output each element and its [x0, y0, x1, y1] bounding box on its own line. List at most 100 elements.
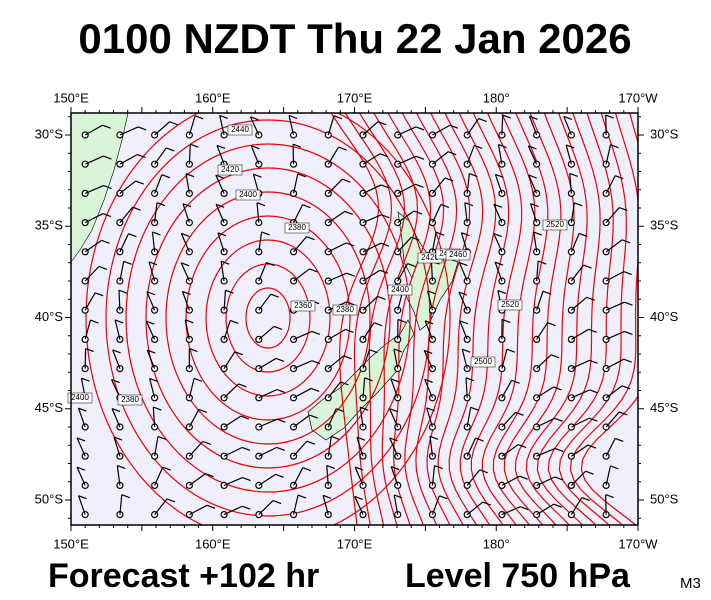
barb-flag: [219, 114, 228, 120]
barb-staff: [76, 437, 86, 457]
barb-staff: [154, 436, 159, 457]
barb-staff: [116, 465, 121, 486]
barb-staff: [570, 470, 586, 486]
barb-flag: [276, 446, 285, 451]
barb-flag: [102, 124, 111, 129]
barb-staff: [397, 155, 417, 165]
barb-staff: [223, 383, 239, 399]
contour-label: 2500: [474, 357, 492, 366]
barb-flag: [497, 290, 507, 295]
barb-flag: [118, 289, 128, 294]
barb-staff: [389, 408, 399, 428]
barb-flag: [610, 465, 619, 470]
barb-flag: [190, 143, 199, 148]
barb-flag: [356, 436, 366, 441]
barb-staff: [292, 144, 295, 165]
barb-staff: [258, 446, 278, 457]
barb-staff: [145, 320, 156, 340]
barb-flag: [242, 505, 251, 510]
barb-flag: [270, 293, 280, 298]
barb-staff: [188, 144, 191, 165]
barb-staff: [84, 212, 104, 224]
barb-staff: [431, 465, 436, 486]
barb-staff: [84, 184, 104, 194]
barb-staff: [152, 407, 156, 428]
barb-staff: [605, 385, 623, 399]
barb-staff: [605, 358, 625, 370]
barb-staff: [605, 271, 625, 282]
contour: [185, 215, 351, 421]
barb-staff: [84, 266, 100, 282]
barb-flag: [137, 126, 147, 131]
barb-flag: [238, 383, 247, 388]
barb-flag: [306, 440, 316, 445]
barb-staff: [493, 204, 503, 223]
barb-staff: [146, 349, 156, 369]
barb-staff: [119, 233, 130, 253]
barb-flag: [623, 271, 632, 276]
contour-label: 2400: [71, 393, 89, 402]
contour-label-box: [290, 300, 316, 312]
barb-flag: [381, 214, 390, 219]
barb-staff: [154, 202, 158, 223]
barb-flag: [474, 144, 483, 150]
barb-staff: [536, 503, 555, 516]
barb-flag: [234, 351, 244, 356]
barb-staff: [77, 407, 86, 428]
barb-staff: [293, 330, 313, 340]
barb-staff: [146, 291, 156, 311]
barb-flag: [528, 174, 537, 179]
contour: [145, 167, 391, 469]
barb-flag: [148, 261, 158, 266]
lat-label-left: 30°S: [35, 126, 64, 141]
lat-label-left: 50°S: [35, 491, 64, 506]
barb-flag: [90, 319, 99, 324]
barb-flag: [297, 173, 306, 178]
barb-flag: [345, 242, 355, 247]
barb-staff: [362, 296, 378, 311]
barb-flag: [157, 435, 167, 441]
barb-staff: [354, 496, 364, 515]
barb-staff: [527, 145, 538, 165]
contour: [514, 113, 575, 525]
barb-flag: [554, 417, 563, 422]
barb-flag: [123, 260, 132, 265]
barb-flag: [342, 178, 351, 183]
contour-label: 2420: [221, 165, 239, 174]
barb-flag: [309, 414, 318, 419]
barb-staff: [497, 144, 503, 165]
barb-flag: [506, 348, 516, 353]
barb-staff: [563, 116, 572, 136]
barb-staff: [466, 118, 480, 136]
barb-flag: [589, 417, 598, 422]
barb-staff: [501, 475, 520, 486]
barb-staff: [501, 444, 519, 457]
barb-flag: [586, 296, 595, 301]
barb-staff: [571, 389, 591, 399]
barb-flag: [344, 210, 354, 215]
barb-flag: [435, 231, 445, 236]
barb-staff: [292, 494, 299, 515]
contour: [448, 113, 497, 525]
contour-label: 2380: [288, 223, 306, 232]
barb-staff: [362, 377, 366, 398]
barb-staff: [431, 204, 442, 223]
barb-staff: [327, 408, 337, 428]
barb-flag: [469, 172, 478, 178]
barb-staff: [466, 501, 484, 516]
axis-ticks: 150°E 150°E 160°E 160°E 170°E 170°E 180° 180° 17…: [35, 90, 679, 551]
barb-staff: [293, 440, 308, 457]
contour: [330, 113, 380, 525]
barb-staff: [249, 116, 260, 136]
barb-flag: [502, 114, 511, 119]
contour-label-box: [470, 356, 496, 368]
barb-flag: [447, 151, 457, 156]
barb-flag: [251, 145, 260, 150]
barb-staff: [327, 146, 340, 165]
lat-label-right: 45°S: [650, 400, 679, 415]
barb-staff: [605, 438, 616, 457]
title: 0100 NZDT Thu 22 Jan 2026: [78, 15, 631, 62]
barb-staff: [430, 260, 434, 282]
barb-staff: [536, 417, 555, 428]
barb-staff: [466, 173, 470, 194]
